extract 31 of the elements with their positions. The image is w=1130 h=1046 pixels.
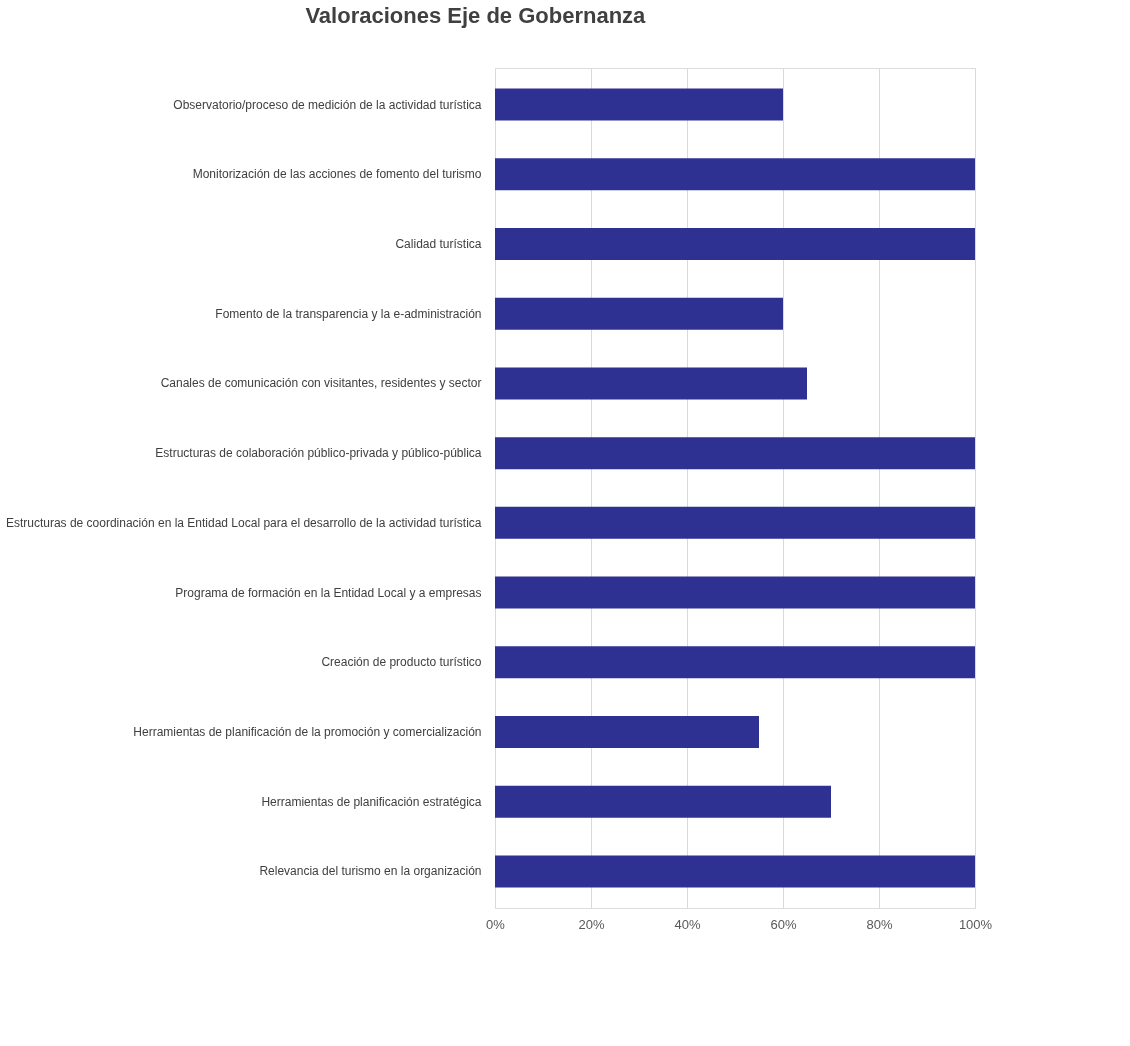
y-tick-label: Estructuras de coordinación en la Entidad Local para el desarrollo de la actividad turística <box>5 515 482 530</box>
bar <box>495 506 975 539</box>
y-tick-label: Calidad turística <box>395 237 482 252</box>
bar <box>495 158 975 191</box>
y-tick-label: Herramientas de planificación de la promoción y comercialización <box>133 724 482 739</box>
y-tick-label: Relevancia del turismo en la organización <box>259 864 482 879</box>
bar <box>495 297 783 330</box>
x-tick-label: 40% <box>674 916 701 932</box>
y-tick-label: Programa de formación en la Entidad Local y a empresas <box>175 585 482 600</box>
bar <box>495 228 975 261</box>
bar <box>495 576 975 609</box>
x-tick-label: 100% <box>958 916 993 932</box>
x-tick-label: 60% <box>770 916 797 932</box>
bar <box>495 785 831 818</box>
bar <box>495 855 975 888</box>
y-tick-label: Observatorio/proceso de medición de la actividad turística <box>173 97 482 112</box>
x-tick-label: 0% <box>486 916 506 932</box>
y-tick-label: Fomento de la transparencia y la e-administración <box>215 306 482 321</box>
y-tick-label: Monitorización de las acciones de fomento del turismo <box>192 167 482 182</box>
y-tick-label: Estructuras de colaboración público-privada y público-pública <box>155 446 482 461</box>
y-tick-label: Canales de comunicación con visitantes, residentes y sector <box>160 376 482 391</box>
y-tick-label: Herramientas de planificación estratégica <box>261 794 482 809</box>
bar <box>495 367 807 400</box>
bar <box>495 646 975 679</box>
chart-title: Valoraciones Eje de Gobernanza <box>305 3 647 28</box>
x-tick-label: 20% <box>578 916 605 932</box>
bar <box>495 715 759 748</box>
y-tick-label: Creación de producto turístico <box>321 655 482 670</box>
bar <box>495 88 783 121</box>
x-tick-label: 80% <box>866 916 893 932</box>
bar <box>495 437 975 470</box>
